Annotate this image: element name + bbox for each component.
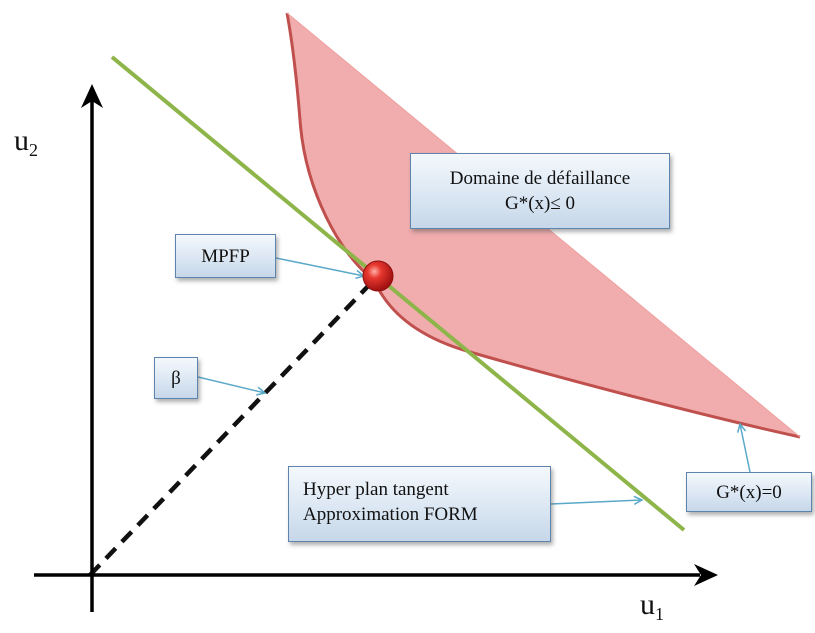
u1-axis-label-base: u: [640, 588, 655, 621]
tangent-hyperplane-subtitle: Approximation FORM: [303, 504, 478, 525]
u2-axis-label-subscript: 2: [29, 140, 38, 160]
tangent-hyperplane-line: [110, 55, 686, 532]
u1-axis-label: u1: [640, 588, 664, 624]
mpfp-leader-arrow: [275, 257, 364, 276]
mpfp-callout: MPFP: [175, 234, 276, 278]
failure-domain-condition: G*(x)≤ 0: [504, 193, 576, 214]
failure-domain-callout: Domaine de défaillance G*(x)≤ 0: [410, 153, 670, 229]
mpfp-label: MPFP: [201, 246, 250, 267]
u1-axis-arrowhead: [694, 564, 718, 586]
failure-domain-title: Domaine de défaillance: [449, 168, 631, 189]
limit-state-leader-arrow: [740, 424, 751, 473]
beta-callout: β: [154, 357, 198, 399]
tangent-hyperplane-title: Hyper plan tangent: [303, 479, 449, 500]
limit-state-callout: G*(x)=0: [686, 472, 812, 512]
limit-state-label: G*(x)=0: [716, 482, 782, 503]
u2-axis-arrowhead: [81, 84, 103, 108]
u2-axis-label: u2: [14, 124, 38, 160]
beta-leader-arrow: [197, 376, 265, 393]
tangent-leader-arrow: [550, 500, 642, 504]
design-point-marker: [362, 260, 394, 292]
tangent-hyperplane-callout: Hyper plan tangent Approximation FORM: [288, 466, 551, 542]
beta-label: β: [171, 368, 181, 389]
u1-axis-label-subscript: 1: [655, 604, 664, 624]
limit-state-curve: [285, 12, 801, 439]
u2-axis-label-base: u: [14, 124, 29, 157]
